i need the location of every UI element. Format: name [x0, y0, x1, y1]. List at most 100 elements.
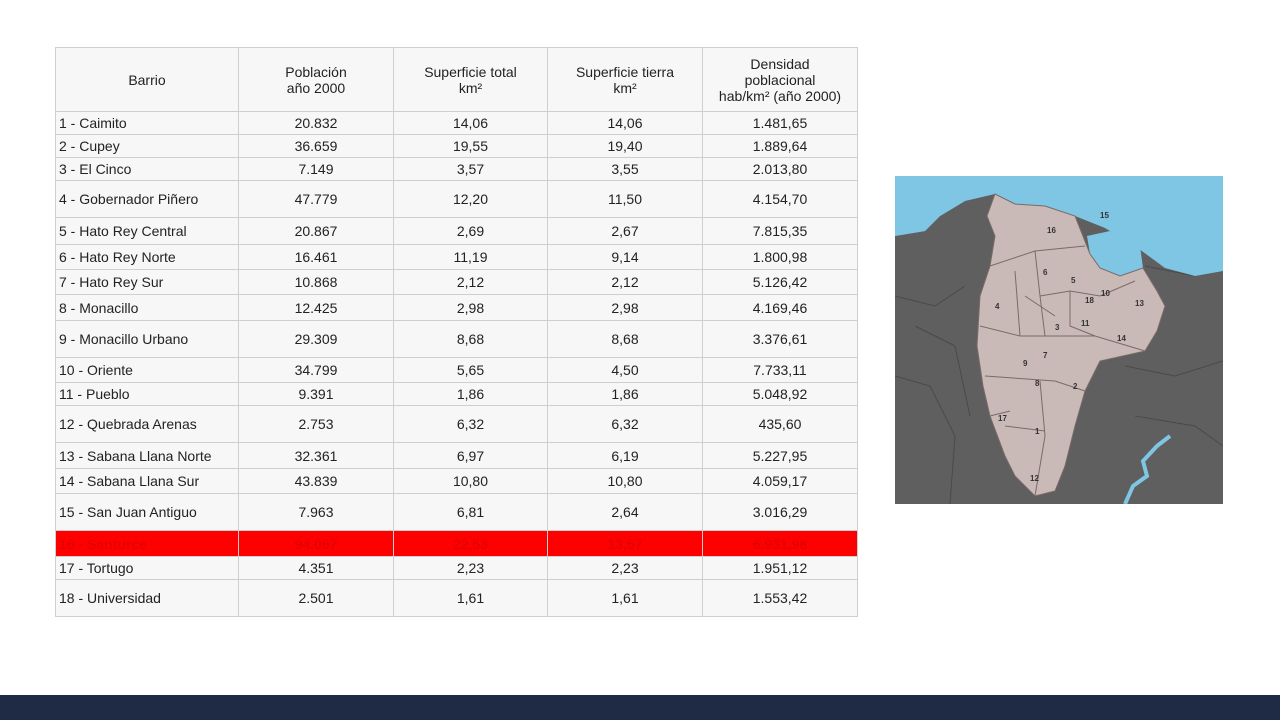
table-row: 13 - Sabana Llana Norte 32.361 6,97 6,19 5.2… — [55, 442, 858, 469]
table-cell-barrio: 14 - Sabana Llana Sur — [55, 468, 239, 494]
table-row: 8 - Monacillo 12.425 2,98 2,98 4.169,46 — [55, 294, 858, 321]
table-cell-densidad: 435,60 — [702, 405, 858, 443]
table-cell-sup-tierra: 9,14 — [547, 244, 703, 270]
table-cell-sup-total: 19,55 — [393, 134, 548, 158]
table-cell-sup-total: 2,69 — [393, 217, 548, 245]
table-cell-sup-total: 6,32 — [393, 405, 548, 443]
table-row: 5 - Hato Rey Central 20.867 2,69 2,67 7.815,… — [55, 217, 858, 245]
table-row: 18 - Universidad 2.501 1,61 1,61 1.553,42 — [55, 579, 858, 617]
table-cell-barrio: 9 - Monacillo Urbano — [55, 320, 239, 358]
column-header-line: Densidad — [750, 55, 810, 72]
table-cell-poblacion: 94.067 — [238, 530, 394, 557]
table-row: 11 - Pueblo 9.391 1,86 1,86 5.048,92 — [55, 382, 858, 406]
water-bay — [895, 186, 965, 236]
table-cell-densidad: 1.951,12 — [702, 556, 858, 580]
table-header-row: Barrio Población año 2000 Superficie total k… — [55, 47, 858, 112]
table-row: 1 - Caimito 20.832 14,06 14,06 1.481,65 — [55, 111, 858, 135]
table-cell-sup-total: 5,65 — [393, 357, 548, 383]
map-svg: 16 15 6 5 4 18 10 13 3 11 14 7 9 8 2 17 1 12 — [895, 176, 1223, 504]
table-cell-poblacion: 20.832 — [238, 111, 394, 135]
table-cell-densidad: 6.931,98 — [702, 530, 858, 557]
column-header: Superficie tierra km² — [547, 47, 703, 112]
water-lagoon — [1087, 231, 1143, 276]
map-labels: 16 15 6 5 4 18 10 13 3 11 14 7 9 8 2 17 1 12 — [995, 211, 1144, 483]
table-cell-sup-total: 2,98 — [393, 294, 548, 321]
table-cell-poblacion: 32.361 — [238, 442, 394, 469]
table-cell-sup-tierra: 19,40 — [547, 134, 703, 158]
map-barrio-label: 7 — [1043, 351, 1048, 360]
table-cell-sup-total: 12,20 — [393, 180, 548, 218]
table-cell-densidad: 4.154,70 — [702, 180, 858, 218]
table-cell-barrio: 1 - Caimito — [55, 111, 239, 135]
table-cell-sup-total: 6,97 — [393, 442, 548, 469]
map-barrio-label: 10 — [1101, 289, 1110, 298]
table-body: 1 - Caimito 20.832 14,06 14,06 1.481,65 2 - C… — [55, 111, 858, 617]
column-header-line: año 2000 — [286, 79, 346, 96]
table-cell-poblacion: 29.309 — [238, 320, 394, 358]
table-row: 16 - Santurce 94.067 22,53 13,57 6.931,98 — [55, 530, 858, 557]
column-header-line: Población — [285, 63, 347, 80]
table-row: 12 - Quebrada Arenas 2.753 6,32 6,32 435,60 — [55, 405, 858, 443]
table-cell-barrio: 2 - Cupey — [55, 134, 239, 158]
table-row: 4 - Gobernador Piñero 47.779 12,20 11,50 4.1… — [55, 180, 858, 218]
table-cell-poblacion: 7.149 — [238, 157, 394, 181]
table-cell-sup-tierra: 4,50 — [547, 357, 703, 383]
barrio-data-table: Barrio Población año 2000 Superficie total k… — [55, 47, 858, 617]
map-barrio-label: 12 — [1030, 474, 1039, 483]
table-cell-barrio: 8 - Monacillo — [55, 294, 239, 321]
table-cell-barrio: 13 - Sabana Llana Norte — [55, 442, 239, 469]
table-cell-barrio: 6 - Hato Rey Norte — [55, 244, 239, 270]
table-cell-densidad: 2.013,80 — [702, 157, 858, 181]
map-barrio-label: 4 — [995, 302, 1000, 311]
table-cell-poblacion: 34.799 — [238, 357, 394, 383]
map-barrio-label: 13 — [1135, 299, 1144, 308]
column-header-line: km² — [458, 79, 483, 96]
table-cell-sup-total: 22,53 — [393, 530, 548, 557]
table-cell-poblacion: 20.867 — [238, 217, 394, 245]
table-cell-sup-total: 2,23 — [393, 556, 548, 580]
water-ocean — [895, 176, 1223, 276]
table-cell-sup-tierra: 10,80 — [547, 468, 703, 494]
table-cell-poblacion: 43.839 — [238, 468, 394, 494]
table-cell-densidad: 5.227,95 — [702, 442, 858, 469]
table-cell-sup-total: 6,81 — [393, 493, 548, 531]
table-cell-poblacion: 2.753 — [238, 405, 394, 443]
table-row: 14 - Sabana Llana Sur 43.839 10,80 10,80 4.0… — [55, 468, 858, 494]
map-barrio-label: 1 — [1035, 427, 1040, 436]
table-row: 3 - El Cinco 7.149 3,57 3,55 2.013,80 — [55, 157, 858, 181]
san-juan-barrios-map: 16 15 6 5 4 18 10 13 3 11 14 7 9 8 2 17 1 12 — [895, 176, 1223, 504]
table-cell-sup-tierra: 2,12 — [547, 269, 703, 295]
table-cell-sup-total: 10,80 — [393, 468, 548, 494]
map-barrio-label: 2 — [1073, 382, 1078, 391]
table-cell-sup-tierra: 1,86 — [547, 382, 703, 406]
table-row: 7 - Hato Rey Sur 10.868 2,12 2,12 5.126,42 — [55, 269, 858, 295]
table-cell-sup-tierra: 2,23 — [547, 556, 703, 580]
footer-band — [0, 695, 1280, 720]
column-header: Barrio — [55, 47, 239, 112]
map-barrio-label: 11 — [1081, 319, 1090, 328]
map-barrio-label: 8 — [1035, 379, 1040, 388]
map-barrio-label: 14 — [1117, 334, 1126, 343]
table-cell-densidad: 7.815,35 — [702, 217, 858, 245]
table-cell-densidad: 3.376,61 — [702, 320, 858, 358]
table-cell-sup-total: 8,68 — [393, 320, 548, 358]
table-cell-densidad: 1.553,42 — [702, 579, 858, 617]
map-barrio-label: 3 — [1055, 323, 1060, 332]
table-cell-sup-tierra: 8,68 — [547, 320, 703, 358]
table-cell-poblacion: 2.501 — [238, 579, 394, 617]
column-header: Población año 2000 — [238, 47, 394, 112]
table-cell-poblacion: 4.351 — [238, 556, 394, 580]
table-row: 2 - Cupey 36.659 19,55 19,40 1.889,64 — [55, 134, 858, 158]
table-cell-sup-tierra: 1,61 — [547, 579, 703, 617]
barrio-boundaries — [979, 245, 1146, 497]
table-cell-sup-total: 14,06 — [393, 111, 548, 135]
table-row: 15 - San Juan Antiguo 7.963 6,81 2,64 3.016,… — [55, 493, 858, 531]
table-cell-barrio: 3 - El Cinco — [55, 157, 239, 181]
table-cell-barrio: 5 - Hato Rey Central — [55, 217, 239, 245]
table-cell-densidad: 1.800,98 — [702, 244, 858, 270]
table-cell-densidad: 5.048,92 — [702, 382, 858, 406]
map-barrio-label: 15 — [1100, 211, 1109, 220]
table-cell-poblacion: 10.868 — [238, 269, 394, 295]
table-cell-barrio: 17 - Tortugo — [55, 556, 239, 580]
table-cell-sup-tierra: 11,50 — [547, 180, 703, 218]
